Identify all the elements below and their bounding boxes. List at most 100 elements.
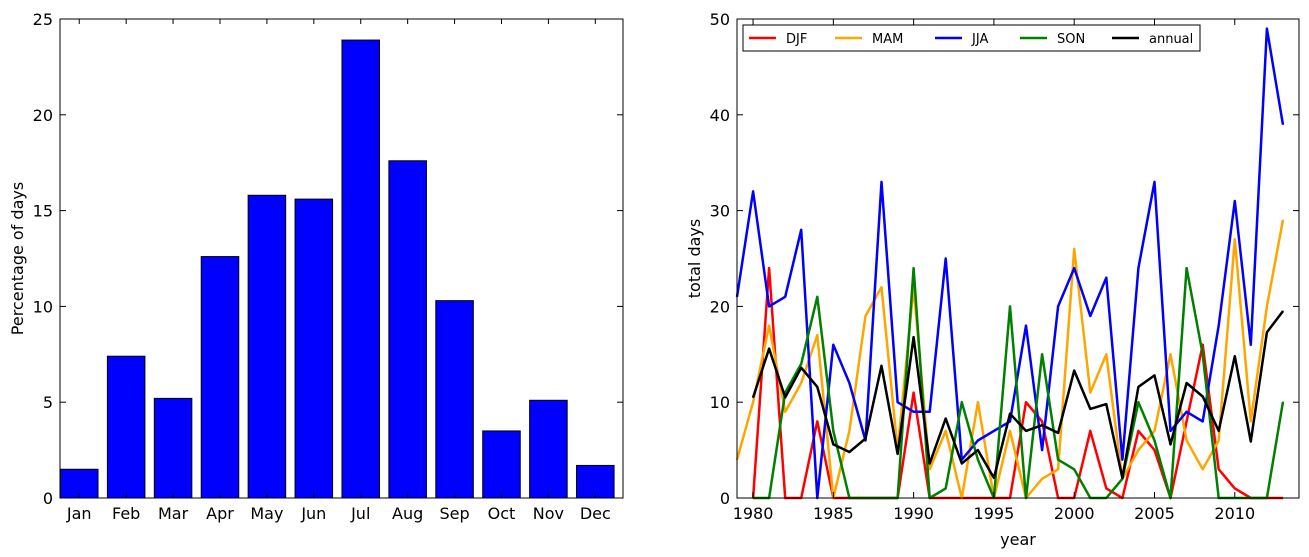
point-son-1998 bbox=[1041, 353, 1043, 356]
y-tick-label: 20 bbox=[33, 106, 53, 125]
point-jja-1985 bbox=[832, 343, 835, 346]
point-jja-2013 bbox=[1282, 123, 1284, 126]
point-mam-1982 bbox=[784, 410, 786, 413]
x-axis-label: year bbox=[1000, 530, 1036, 549]
point-mam-2006 bbox=[1169, 353, 1172, 356]
point-annual-1984 bbox=[816, 386, 819, 388]
point-annual-1982 bbox=[784, 396, 786, 399]
point-jja-1990 bbox=[912, 410, 915, 413]
point-annual-1991 bbox=[928, 462, 931, 465]
point-annual-2000 bbox=[1073, 369, 1075, 372]
point-son-2005 bbox=[1153, 439, 1156, 442]
x-tick-label: Mar bbox=[158, 504, 189, 523]
legend-label-djf: DJF bbox=[786, 32, 807, 47]
y-tick-label: 20 bbox=[710, 297, 730, 316]
point-mam-1992 bbox=[944, 430, 947, 432]
point-annual-1993 bbox=[961, 462, 963, 465]
point-annual-2008 bbox=[1201, 395, 1204, 398]
point-annual-2005 bbox=[1153, 374, 1156, 377]
point-mam-1991 bbox=[928, 468, 931, 471]
point-mam-1986 bbox=[848, 430, 851, 432]
legend-label-jja: JJA bbox=[971, 32, 988, 47]
y-tick-label: 5 bbox=[43, 393, 53, 412]
point-son-1992 bbox=[944, 487, 947, 490]
x-tick-label: Aug bbox=[392, 504, 423, 523]
point-djf-2004 bbox=[1137, 430, 1140, 432]
point-jja-2006 bbox=[1169, 430, 1172, 432]
point-annual-1992 bbox=[944, 417, 947, 420]
point-son-1993 bbox=[961, 401, 963, 404]
point-annual-2011 bbox=[1250, 440, 1252, 443]
y-axis-label: Percentage of days bbox=[8, 182, 27, 335]
point-jja-2000 bbox=[1073, 267, 1075, 269]
point-mam-2001 bbox=[1089, 391, 1092, 394]
x-tick-label: Dec bbox=[580, 504, 611, 523]
point-jja-1989 bbox=[896, 401, 899, 404]
x-tick-label: Jun bbox=[300, 504, 326, 523]
point-jja-1992 bbox=[944, 257, 947, 260]
point-jja-2009 bbox=[1217, 324, 1220, 327]
point-mam-1983 bbox=[800, 382, 803, 384]
point-djf-2007 bbox=[1185, 420, 1188, 423]
point-djf-1997 bbox=[1025, 401, 1027, 404]
point-annual-1995 bbox=[993, 477, 995, 479]
point-jja-1988 bbox=[880, 181, 883, 183]
point-annual-1981 bbox=[768, 347, 770, 350]
point-djf-1998 bbox=[1041, 420, 1043, 423]
point-jja-1986 bbox=[848, 382, 851, 384]
bar-may bbox=[247, 194, 287, 499]
y-tick-label: 0 bbox=[720, 489, 730, 508]
point-jja-1999 bbox=[1057, 305, 1059, 308]
y-tick-label: 50 bbox=[710, 10, 730, 29]
point-mam-1998 bbox=[1041, 478, 1043, 480]
point-annual-2007 bbox=[1185, 382, 1188, 384]
point-son-2008 bbox=[1201, 353, 1204, 356]
point-djf-1981 bbox=[768, 267, 770, 269]
y-tick-label: 15 bbox=[33, 202, 53, 221]
point-son-1985 bbox=[832, 430, 835, 432]
point-jja-1983 bbox=[800, 228, 803, 231]
point-annual-1988 bbox=[880, 364, 883, 367]
point-annual-1996 bbox=[1009, 412, 1011, 415]
point-annual-2012 bbox=[1266, 331, 1268, 334]
y-tick-label: 10 bbox=[710, 393, 730, 412]
monthly-bar-chart: Jan Feb Mar Apr May Jun Jul Aug Sep Oct Nov Dec 0 5 10… bbox=[8, 10, 624, 523]
point-annual-2001 bbox=[1089, 408, 1092, 410]
point-djf-2002 bbox=[1105, 487, 1108, 490]
point-jja-1981 bbox=[768, 305, 770, 308]
point-mam-2009 bbox=[1217, 439, 1220, 442]
point-son-2007 bbox=[1185, 267, 1188, 269]
point-annual-1989 bbox=[896, 453, 899, 455]
point-mam-1980 bbox=[752, 401, 754, 404]
point-djf-2009 bbox=[1217, 468, 1220, 471]
point-annual-1985 bbox=[832, 443, 835, 446]
x-tick-label: 2010 bbox=[1214, 504, 1255, 523]
point-mam-2007 bbox=[1185, 439, 1188, 442]
point-jja-2008 bbox=[1201, 420, 1204, 423]
point-jja-1994 bbox=[977, 439, 979, 442]
point-son-2000 bbox=[1073, 468, 1075, 471]
bar-aug bbox=[388, 160, 427, 499]
x-tick-label: Jul bbox=[350, 504, 370, 523]
x-tick-label: Feb bbox=[112, 504, 140, 523]
seasonal-line-chart: 1980 1985 1990 1995 2000 2005 2010 0 10 20 30 40 50 y… bbox=[685, 10, 1300, 549]
point-annual-1986 bbox=[848, 451, 851, 453]
point-jja-1998 bbox=[1041, 449, 1043, 451]
point-son-1984 bbox=[816, 296, 819, 298]
point-mam-2008 bbox=[1201, 468, 1204, 471]
point-mam-2013 bbox=[1282, 219, 1284, 221]
x-tick-label: 1990 bbox=[893, 504, 934, 523]
point-annual-1990 bbox=[912, 336, 915, 338]
point-jja-2007 bbox=[1185, 410, 1188, 413]
point-son-1999 bbox=[1057, 458, 1059, 461]
bar-mar bbox=[153, 397, 193, 499]
point-annual-1998 bbox=[1041, 424, 1043, 426]
point-annual-1999 bbox=[1057, 432, 1059, 434]
legend-label-son: SON bbox=[1057, 32, 1085, 47]
y-tick-label: 10 bbox=[33, 297, 53, 316]
plot-frame bbox=[59, 18, 624, 499]
point-jja-2002 bbox=[1105, 276, 1108, 279]
bar-jul bbox=[341, 39, 381, 499]
series-line-mam bbox=[735, 219, 1285, 500]
